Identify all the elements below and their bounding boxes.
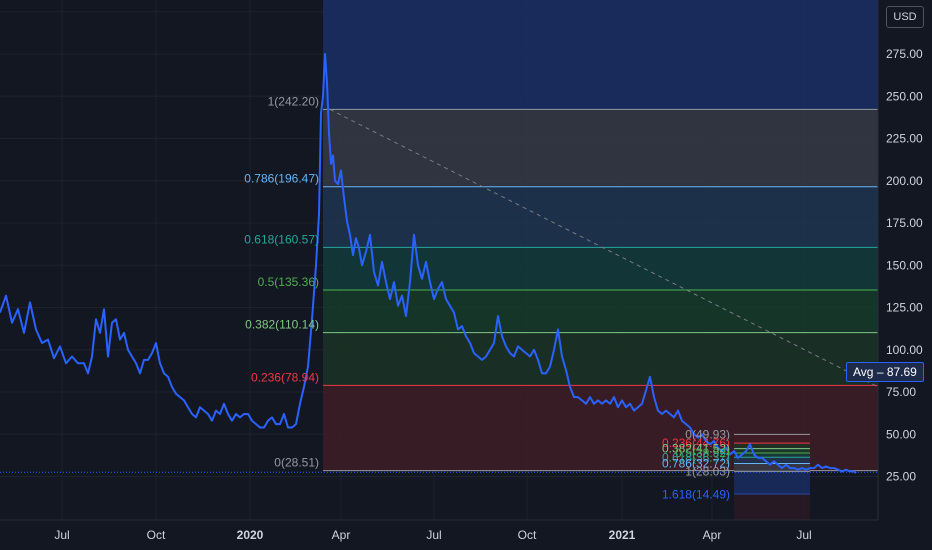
fib-small-zone	[734, 448, 810, 453]
price-tick-label: 50.00	[886, 427, 916, 441]
fib-small-zone	[734, 463, 810, 472]
price-tick-label: 100.00	[886, 343, 923, 357]
price-tick-label: 175.00	[886, 216, 923, 230]
time-axis[interactable]: Jul Oct 2020 Apr Jul Oct 2021 Apr Jul	[54, 528, 811, 542]
currency-label[interactable]: USD	[886, 6, 924, 28]
fib-zone-top-extension	[323, 0, 878, 110]
time-tick-label: Oct	[147, 528, 166, 542]
fib-level-label: 0.382(110.14)	[245, 318, 319, 332]
fib-small-zone	[734, 471, 810, 495]
fib-small-level-label: 1.618(14.49)	[662, 487, 730, 501]
fib-zone	[323, 186, 878, 248]
avg-price-badge: Avg – 87.69	[846, 362, 924, 382]
avg-label: Avg	[853, 365, 874, 379]
time-tick-label: 2020	[237, 528, 264, 542]
fib-small-level-label: 0.5(38.92)	[675, 446, 730, 460]
fib-main-labels: 1(242.20) 0.786(196.47) 0.618(160.57) 0.5(1…	[244, 94, 319, 469]
time-tick-label: Jul	[796, 528, 811, 542]
fib-trend-line[interactable]	[329, 108, 879, 388]
price-tick-label: 200.00	[886, 174, 923, 188]
time-tick-label: 2021	[609, 528, 636, 542]
fib-zone	[323, 289, 878, 333]
price-tick-label: 125.00	[886, 301, 923, 315]
fib-zone	[323, 247, 878, 290]
fib-zone	[323, 109, 878, 187]
time-tick-label: Jul	[426, 528, 441, 542]
fib-small-zone	[734, 443, 810, 449]
fib-small-zone	[734, 434, 810, 444]
price-tick-label: 225.00	[886, 132, 923, 146]
price-tick-label: 25.00	[886, 470, 916, 484]
fib-retracement-small[interactable]	[734, 433, 810, 520]
fib-level-label: 0.618(160.57)	[244, 232, 319, 246]
time-tick-label: Apr	[703, 528, 722, 542]
fib-small-extension	[734, 494, 810, 520]
fib-retracement-main[interactable]	[323, 0, 878, 472]
avg-separator: –	[876, 365, 887, 379]
fib-small-level-label: 1(28.03)	[685, 464, 730, 478]
fib-zone	[323, 332, 878, 386]
price-tick-label: 250.00	[886, 89, 923, 103]
fib-level-label: 0.5(135.36)	[258, 275, 319, 289]
fib-small-level-label: 0(49.93)	[685, 427, 730, 441]
fib-level-label: 0(28.51)	[274, 456, 319, 470]
price-tick-label: 150.00	[886, 258, 923, 272]
fib-small-level-label: 0.236(44.76)	[662, 436, 730, 450]
fib-small-zone	[734, 457, 810, 464]
fib-small-level-label: 0.382(41.52)	[662, 442, 730, 456]
fib-level-label: 0.786(196.47)	[244, 172, 319, 186]
time-tick-label: Oct	[518, 528, 537, 542]
price-tick-label: 75.00	[886, 385, 916, 399]
fib-small-level-label: 0.618(36.37)	[662, 450, 730, 464]
price-axis[interactable]: 25.00 50.00 75.00 100.00 125.00 150.00 175.00 2…	[886, 5, 923, 484]
fib-small-level-label: 0.786(32.72)	[662, 456, 730, 470]
fib-level-label: 0.236(78.94)	[251, 370, 319, 384]
time-tick-label: Jul	[54, 528, 69, 542]
price-series-line	[0, 53, 857, 474]
avg-value: 87.69	[886, 365, 917, 379]
fib-level-label: 1(242.20)	[268, 94, 319, 108]
price-tick-label: 275.00	[886, 47, 923, 61]
fib-small-zone	[734, 452, 810, 458]
time-tick-label: Apr	[332, 528, 351, 542]
fib-small-labels: 0(49.93)0.236(44.76)0.382(41.52)0.5(38.9…	[662, 427, 730, 501]
